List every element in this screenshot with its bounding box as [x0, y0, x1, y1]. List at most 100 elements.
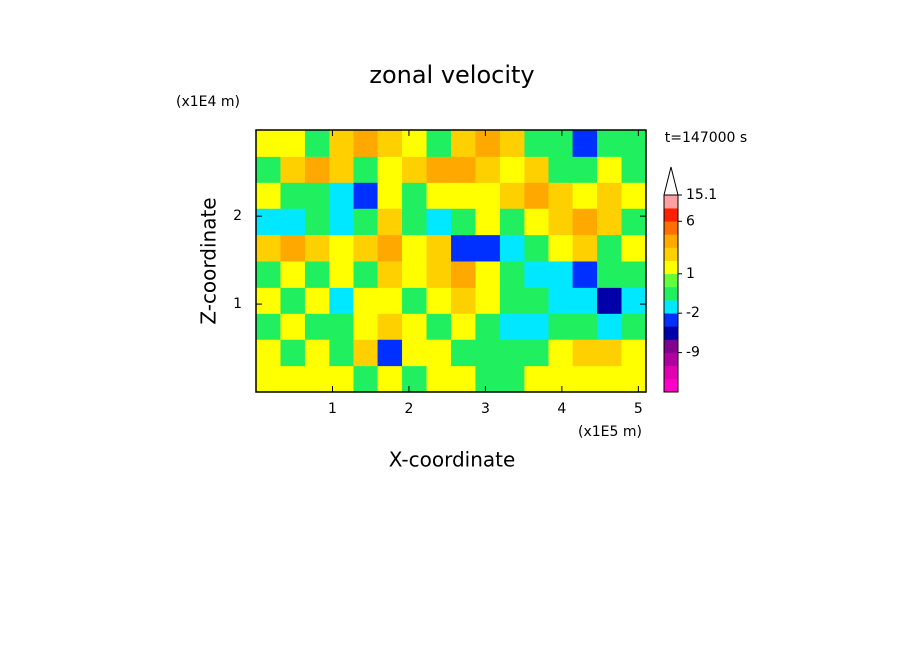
contour-cell	[256, 208, 281, 236]
x-axis-label: X-coordinate	[389, 448, 516, 472]
contour-cell	[304, 182, 330, 209]
contour-cell	[499, 365, 525, 393]
contour-cell	[402, 208, 428, 236]
contour-cell	[597, 313, 623, 340]
contour-cell	[426, 287, 452, 314]
colorbar-extend	[663, 166, 679, 196]
contour-cell	[475, 234, 501, 262]
contour-cell	[621, 156, 647, 183]
y-tick-label: 2	[233, 208, 242, 224]
contour-cell	[548, 287, 574, 314]
contour-cell	[572, 156, 598, 183]
contour-cell	[353, 156, 379, 183]
contour-cell	[548, 234, 574, 262]
contour-cell	[572, 234, 598, 262]
contour-cell	[304, 234, 330, 262]
colorbar-band	[664, 208, 678, 222]
contour-cell	[353, 208, 379, 236]
contour-cell	[524, 313, 549, 340]
colorbar-band	[664, 326, 678, 340]
contour-cell	[451, 208, 476, 236]
y-axis-label: Z-coordinate	[197, 197, 221, 324]
contour-cell	[621, 287, 647, 314]
colorbar-tick-label: 1	[686, 266, 695, 282]
contour-cell	[280, 234, 306, 262]
contour-cell	[377, 287, 403, 314]
contour-cell	[597, 234, 623, 262]
contour-cell	[426, 156, 452, 183]
contour-cell	[548, 208, 574, 236]
contour-cell	[475, 208, 501, 236]
contour-cell	[402, 234, 428, 262]
contour-cell	[280, 287, 306, 314]
contour-cell	[597, 182, 623, 209]
contour-cell	[499, 182, 525, 209]
contour-cell	[377, 156, 403, 183]
contour-cell	[524, 208, 549, 236]
contour-cell	[499, 339, 525, 367]
contour-cell	[256, 182, 281, 209]
contour-cell	[597, 156, 623, 183]
contour-cell	[353, 339, 379, 367]
contour-cell	[451, 234, 476, 262]
plot-frame	[255, 129, 647, 393]
contour-cell	[426, 339, 452, 367]
contour-cell	[402, 261, 428, 288]
contour-cell	[499, 234, 525, 262]
contour-cell	[353, 130, 379, 157]
contour-cell	[621, 234, 647, 262]
contour-cell	[377, 234, 403, 262]
contour-cell	[426, 208, 452, 236]
contour-cell	[402, 339, 428, 367]
contour-cell	[377, 365, 403, 393]
contour-cell	[329, 234, 354, 262]
contour-cell	[475, 339, 501, 367]
colorbar-band	[664, 273, 678, 288]
contour-cell	[280, 365, 306, 393]
colorbar-band	[664, 286, 678, 301]
contour-cell	[572, 208, 598, 236]
contour-cell	[329, 156, 354, 183]
colorbar-band	[664, 378, 678, 393]
contour-cell	[304, 365, 330, 393]
contour-cell	[280, 156, 306, 183]
contour-cell	[524, 182, 549, 209]
contour-cell	[280, 313, 306, 340]
contour-cell	[572, 365, 598, 393]
contour-cell	[451, 313, 476, 340]
contour-cell	[524, 156, 549, 183]
contour-cell	[377, 208, 403, 236]
contour-cell	[475, 261, 501, 288]
contour-cell	[451, 156, 476, 183]
contour-cell	[402, 313, 428, 340]
contour-cell	[256, 365, 281, 393]
colorbar-frame	[663, 194, 679, 393]
contour-cell	[256, 313, 281, 340]
x-tick-label: 3	[481, 401, 490, 417]
contour-cell	[475, 287, 501, 314]
contour-cell	[572, 339, 598, 367]
contour-cell	[621, 182, 647, 209]
contour-cell	[597, 261, 623, 288]
contour-cell	[499, 208, 525, 236]
contour-cell	[548, 261, 574, 288]
contour-cell	[621, 208, 647, 236]
contour-cell	[499, 287, 525, 314]
contour-cell	[280, 261, 306, 288]
contour-cell	[280, 182, 306, 209]
contour-cell	[621, 365, 647, 393]
contour-cell	[353, 313, 379, 340]
colorbar-band	[664, 339, 678, 353]
contour-cell	[304, 287, 330, 314]
contour-cell	[304, 208, 330, 236]
colorbar-tick-label: -2	[686, 305, 700, 321]
contour-cell	[451, 365, 476, 393]
contour-cell	[597, 339, 623, 367]
contour-cell	[280, 208, 306, 236]
contour-cell	[548, 156, 574, 183]
colorbar-band	[664, 247, 678, 261]
contour-cell	[256, 261, 281, 288]
contour-cell	[402, 365, 428, 393]
contour-cell	[451, 261, 476, 288]
